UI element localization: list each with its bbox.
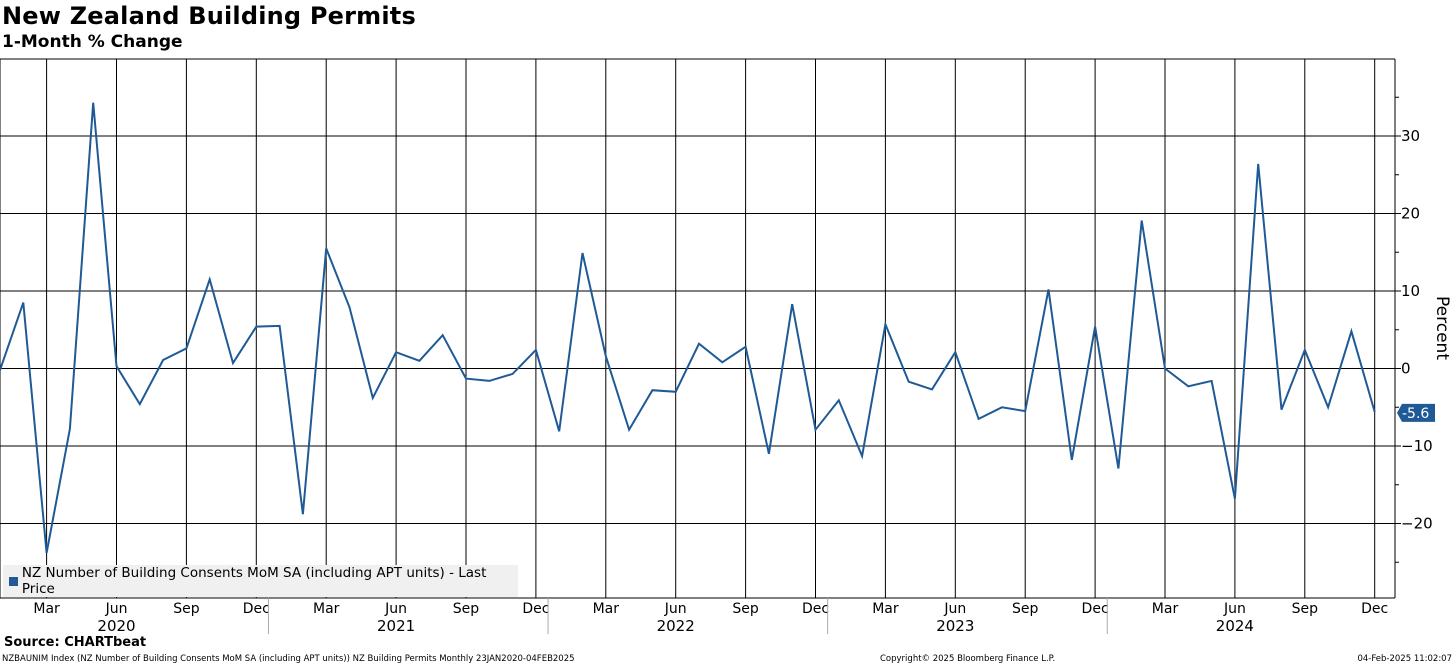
x-tick-label: Sep (173, 601, 200, 617)
legend: NZ Number of Building Consents MoM SA (i… (3, 565, 518, 597)
x-tick-label: Jun (1223, 601, 1246, 617)
x-tick-label: Dec (802, 601, 829, 617)
x-tick-label: Sep (453, 601, 480, 617)
timestamp: 04-Feb-2025 11:02:07 (1357, 654, 1452, 664)
x-tick-label: Mar (33, 601, 60, 617)
y-tick-label: −20 (1401, 515, 1433, 533)
copyright-note: Copyright© 2025 Bloomberg Finance L.P. (880, 654, 1056, 664)
x-tick-label: Dec (522, 601, 549, 617)
x-tick-label: Dec (1082, 601, 1109, 617)
x-tick-label: Jun (943, 601, 966, 617)
x-year-label: 2020 (97, 617, 135, 635)
y-tick-label: 0 (1401, 360, 1411, 378)
x-tick-label: Jun (105, 601, 128, 617)
y-axis-label: Percent (1432, 296, 1452, 360)
last-value-badge: -5.6 (1397, 403, 1435, 422)
x-tick-label: Jun (384, 601, 407, 617)
x-year-label: 2024 (1216, 617, 1254, 635)
last-value-badge-shape (1397, 403, 1435, 422)
x-tick-label: Sep (1012, 601, 1039, 617)
x-year-label: 2023 (936, 617, 974, 635)
x-year-label: 2021 (377, 617, 415, 635)
grid-lines (0, 59, 1395, 598)
x-tick-label: Sep (732, 601, 759, 617)
x-tick-label: Dec (1361, 601, 1388, 617)
x-tick-label: Mar (313, 601, 340, 617)
x-tick-label: Sep (1292, 601, 1319, 617)
chart-subtitle: 1-Month % Change (2, 32, 183, 52)
index-note: NZBAUNIM Index (NZ Number of Building Co… (2, 654, 575, 664)
x-tick-label: Mar (1152, 601, 1179, 617)
y-tick-label: 10 (1401, 282, 1420, 300)
legend-entry: NZ Number of Building Consents MoM SA (i… (21, 565, 487, 597)
legend-swatch (9, 576, 18, 586)
series-group (0, 102, 1376, 554)
x-tick-label: Mar (593, 601, 620, 617)
source-note: Source: CHARTbeat (4, 635, 147, 650)
y-axis-ticks: −20 −10 0 10 20 30 (1395, 96, 1433, 563)
series-line (0, 102, 1376, 554)
y-tick-label: −10 (1401, 437, 1433, 455)
chart-title: New Zealand Building Permits (2, 2, 416, 30)
x-tick-label: Jun (664, 601, 687, 617)
x-year-label: 2022 (657, 617, 695, 635)
x-tick-label: Mar (872, 601, 899, 617)
x-tick-label: Dec (243, 601, 270, 617)
y-tick-label: 20 (1401, 205, 1420, 223)
last-value-label: -5.6 (1402, 406, 1429, 422)
x-axis-ticks: Mar Jun Sep Dec Mar Jun Sep Dec Mar Jun Sep Dec Mar J… (33, 598, 1388, 635)
y-tick-label: 30 (1401, 127, 1420, 145)
